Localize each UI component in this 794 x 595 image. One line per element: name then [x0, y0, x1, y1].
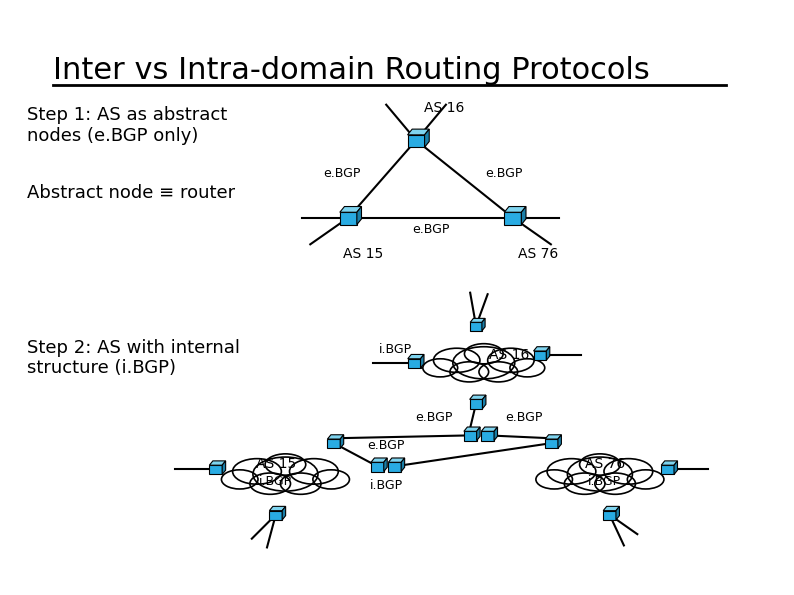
Ellipse shape — [450, 362, 488, 382]
Ellipse shape — [313, 470, 349, 489]
Text: i.BGP: i.BGP — [379, 343, 412, 356]
Polygon shape — [470, 399, 483, 409]
Polygon shape — [546, 347, 549, 361]
Polygon shape — [481, 427, 498, 431]
Ellipse shape — [547, 459, 596, 484]
Polygon shape — [545, 435, 561, 439]
Polygon shape — [401, 458, 405, 472]
Polygon shape — [476, 427, 480, 441]
Polygon shape — [464, 427, 480, 431]
Polygon shape — [340, 435, 344, 449]
Polygon shape — [483, 395, 486, 409]
Ellipse shape — [423, 359, 457, 377]
Polygon shape — [545, 439, 558, 449]
Polygon shape — [481, 431, 494, 441]
Polygon shape — [504, 206, 526, 212]
Ellipse shape — [453, 347, 515, 379]
Polygon shape — [282, 506, 286, 520]
Ellipse shape — [604, 459, 653, 484]
Polygon shape — [269, 511, 282, 520]
Polygon shape — [558, 435, 561, 449]
Polygon shape — [616, 506, 619, 520]
Polygon shape — [603, 511, 616, 520]
Text: e.BGP: e.BGP — [505, 412, 542, 424]
Polygon shape — [482, 318, 485, 331]
Text: e.BGP: e.BGP — [486, 167, 523, 180]
Polygon shape — [210, 465, 222, 474]
Ellipse shape — [250, 473, 291, 494]
Polygon shape — [384, 458, 387, 472]
Ellipse shape — [565, 473, 605, 494]
Ellipse shape — [627, 470, 664, 489]
Polygon shape — [603, 506, 619, 511]
Text: e.BGP: e.BGP — [412, 223, 449, 236]
Polygon shape — [371, 458, 387, 462]
Text: e.BGP: e.BGP — [415, 412, 453, 424]
Polygon shape — [661, 461, 677, 465]
Polygon shape — [425, 129, 430, 147]
Text: i.BGP: i.BGP — [588, 475, 622, 488]
Ellipse shape — [595, 473, 635, 494]
Polygon shape — [407, 135, 425, 147]
Polygon shape — [534, 351, 546, 361]
Text: AS 15: AS 15 — [344, 247, 384, 261]
Polygon shape — [470, 395, 486, 399]
Polygon shape — [408, 359, 421, 368]
Ellipse shape — [434, 348, 480, 372]
Polygon shape — [269, 506, 286, 511]
Text: Inter vs Intra-domain Routing Protocols: Inter vs Intra-domain Routing Protocols — [53, 56, 650, 85]
Polygon shape — [407, 129, 430, 135]
Text: e.BGP: e.BGP — [323, 167, 361, 180]
Ellipse shape — [222, 470, 258, 489]
Ellipse shape — [580, 454, 620, 475]
Polygon shape — [470, 318, 485, 322]
Polygon shape — [340, 206, 361, 212]
Polygon shape — [371, 462, 384, 472]
Ellipse shape — [233, 459, 281, 484]
Text: Step 2: AS with internal
structure (i.BGP): Step 2: AS with internal structure (i.BG… — [27, 339, 240, 377]
Ellipse shape — [536, 470, 572, 489]
Polygon shape — [210, 461, 225, 465]
Polygon shape — [464, 431, 476, 441]
Ellipse shape — [510, 359, 545, 377]
Text: AS 15: AS 15 — [256, 458, 296, 471]
Ellipse shape — [265, 454, 306, 475]
Polygon shape — [408, 355, 424, 359]
Polygon shape — [327, 439, 340, 449]
Text: Step 1: AS as abstract
nodes (e.BGP only): Step 1: AS as abstract nodes (e.BGP only… — [27, 107, 227, 145]
Text: i.BGP: i.BGP — [369, 479, 403, 492]
Text: AS 16: AS 16 — [488, 348, 529, 362]
Text: AS 76: AS 76 — [518, 247, 558, 261]
Polygon shape — [327, 435, 344, 439]
Polygon shape — [470, 322, 482, 331]
Text: AS 16: AS 16 — [424, 101, 464, 115]
Polygon shape — [421, 355, 424, 368]
Polygon shape — [494, 427, 498, 441]
Ellipse shape — [568, 457, 632, 491]
Polygon shape — [388, 458, 405, 462]
Polygon shape — [388, 462, 401, 472]
Polygon shape — [504, 212, 522, 225]
Polygon shape — [357, 206, 361, 225]
Text: AS 76: AS 76 — [584, 458, 625, 471]
Ellipse shape — [488, 348, 534, 372]
Polygon shape — [522, 206, 526, 225]
Polygon shape — [674, 461, 677, 474]
Ellipse shape — [280, 473, 321, 494]
Ellipse shape — [479, 362, 518, 382]
Ellipse shape — [253, 457, 318, 491]
Polygon shape — [534, 347, 549, 351]
Text: i.BGP: i.BGP — [259, 475, 292, 488]
Polygon shape — [661, 465, 674, 474]
Text: Abstract node ≡ router: Abstract node ≡ router — [27, 184, 235, 202]
Polygon shape — [222, 461, 225, 474]
Ellipse shape — [290, 459, 338, 484]
Polygon shape — [340, 212, 357, 225]
Text: e.BGP: e.BGP — [368, 439, 405, 452]
Ellipse shape — [464, 344, 503, 364]
